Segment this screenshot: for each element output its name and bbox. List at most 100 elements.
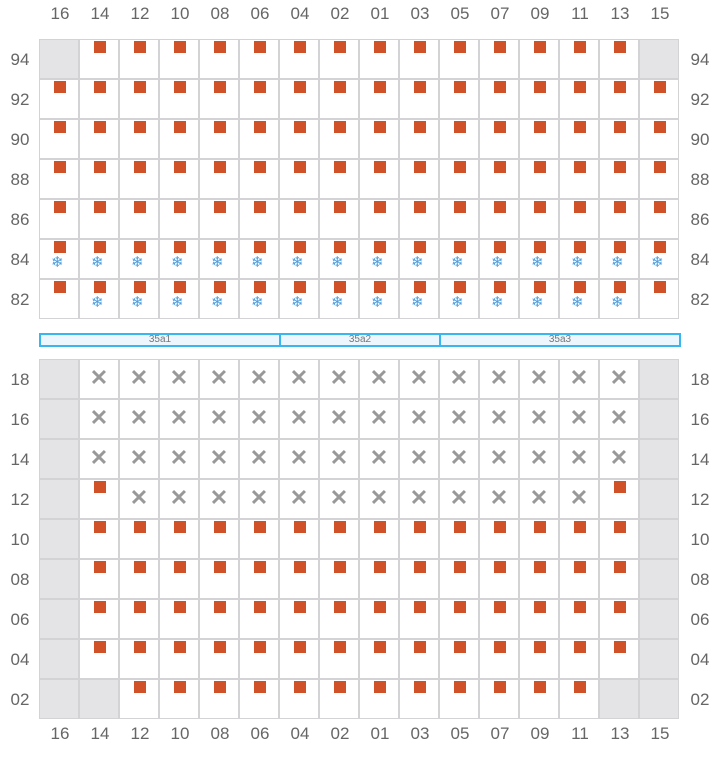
slot-cell[interactable]: ❄ [200, 240, 238, 278]
slot-cell[interactable] [440, 40, 478, 78]
slot-cell[interactable]: ✕ [560, 480, 598, 518]
slot-cell[interactable] [200, 160, 238, 198]
slot-cell[interactable]: ✕ [240, 440, 278, 478]
slot-cell[interactable]: ❄ [120, 280, 158, 318]
slot-cell[interactable] [120, 120, 158, 158]
slot-cell[interactable]: ✕ [520, 440, 558, 478]
slot-cell[interactable] [600, 40, 638, 78]
slot-cell[interactable] [360, 600, 398, 638]
slot-cell[interactable] [480, 160, 518, 198]
slot-cell[interactable] [120, 680, 158, 718]
slot-cell[interactable]: ❄ [160, 240, 198, 278]
slot-cell[interactable]: ❄ [280, 240, 318, 278]
slot-cell[interactable] [640, 280, 678, 318]
slot-cell[interactable] [600, 80, 638, 118]
slot-cell[interactable] [80, 560, 118, 598]
slot-cell[interactable]: ❄ [480, 280, 518, 318]
slot-cell[interactable] [440, 640, 478, 678]
slot-cell[interactable]: ✕ [400, 480, 438, 518]
slot-cell[interactable] [160, 200, 198, 238]
slot-cell[interactable] [80, 480, 118, 518]
slot-cell[interactable]: ❄ [440, 280, 478, 318]
slot-cell[interactable]: ✕ [440, 480, 478, 518]
slot-cell[interactable]: ✕ [600, 360, 638, 398]
slot-cell[interactable] [520, 640, 558, 678]
slot-cell[interactable]: ✕ [240, 400, 278, 438]
slot-cell[interactable]: ❄ [240, 240, 278, 278]
slot-cell[interactable]: ❄ [600, 240, 638, 278]
slot-cell[interactable] [80, 120, 118, 158]
slot-cell[interactable] [240, 600, 278, 638]
slot-cell[interactable]: ❄ [320, 240, 358, 278]
slot-cell[interactable]: ✕ [160, 400, 198, 438]
slot-cell[interactable] [320, 640, 358, 678]
slot-cell[interactable]: ✕ [560, 400, 598, 438]
slot-cell[interactable]: ❄ [240, 280, 278, 318]
slot-cell[interactable] [520, 520, 558, 558]
slot-cell[interactable]: ✕ [280, 480, 318, 518]
slot-cell[interactable] [240, 560, 278, 598]
slot-cell[interactable] [520, 80, 558, 118]
slot-cell[interactable] [320, 160, 358, 198]
slot-cell[interactable] [440, 120, 478, 158]
slot-cell[interactable] [200, 560, 238, 598]
slot-cell[interactable]: ❄ [400, 280, 438, 318]
slot-cell[interactable] [480, 680, 518, 718]
slot-cell[interactable] [360, 160, 398, 198]
slot-cell[interactable]: ✕ [80, 400, 118, 438]
slot-cell[interactable]: ✕ [280, 360, 318, 398]
slot-cell[interactable]: ❄ [560, 240, 598, 278]
slot-cell[interactable] [280, 520, 318, 558]
slot-cell[interactable]: ✕ [320, 480, 358, 518]
slot-cell[interactable] [80, 160, 118, 198]
slot-cell[interactable] [240, 520, 278, 558]
slot-cell[interactable]: ✕ [400, 400, 438, 438]
slot-cell[interactable] [600, 160, 638, 198]
slot-cell[interactable]: ✕ [80, 440, 118, 478]
slot-cell[interactable]: ❄ [360, 240, 398, 278]
slot-cell[interactable]: ✕ [120, 400, 158, 438]
slot-cell[interactable] [80, 520, 118, 558]
slot-cell[interactable] [440, 200, 478, 238]
slot-cell[interactable] [480, 520, 518, 558]
slot-cell[interactable]: ❄ [440, 240, 478, 278]
slot-cell[interactable] [400, 520, 438, 558]
slot-cell[interactable] [560, 600, 598, 638]
slot-cell[interactable] [520, 200, 558, 238]
slot-cell[interactable] [280, 80, 318, 118]
slot-cell[interactable] [200, 600, 238, 638]
slot-cell[interactable] [400, 80, 438, 118]
slot-cell[interactable] [160, 80, 198, 118]
slot-cell[interactable] [240, 640, 278, 678]
slot-cell[interactable]: ✕ [320, 360, 358, 398]
slot-cell[interactable]: ✕ [440, 360, 478, 398]
section-bar[interactable]: 35a1 [39, 333, 281, 347]
slot-cell[interactable]: ❄ [80, 280, 118, 318]
slot-cell[interactable]: ✕ [80, 360, 118, 398]
slot-cell[interactable]: ✕ [480, 480, 518, 518]
slot-cell[interactable]: ✕ [200, 440, 238, 478]
slot-cell[interactable]: ✕ [560, 360, 598, 398]
slot-cell[interactable] [320, 80, 358, 118]
slot-cell[interactable] [600, 200, 638, 238]
slot-cell[interactable] [240, 80, 278, 118]
section-bar[interactable]: 35a2 [279, 333, 441, 347]
slot-cell[interactable] [480, 640, 518, 678]
slot-cell[interactable] [120, 520, 158, 558]
slot-cell[interactable] [160, 160, 198, 198]
slot-cell[interactable] [120, 80, 158, 118]
slot-cell[interactable] [560, 120, 598, 158]
slot-cell[interactable] [80, 600, 118, 638]
slot-cell[interactable] [360, 640, 398, 678]
slot-cell[interactable] [80, 40, 118, 78]
slot-cell[interactable] [360, 80, 398, 118]
slot-cell[interactable]: ❄ [400, 240, 438, 278]
slot-cell[interactable] [160, 560, 198, 598]
slot-cell[interactable] [120, 640, 158, 678]
slot-cell[interactable]: ❄ [160, 280, 198, 318]
slot-cell[interactable]: ❄ [120, 240, 158, 278]
slot-cell[interactable] [480, 40, 518, 78]
slot-cell[interactable] [520, 680, 558, 718]
slot-cell[interactable] [560, 640, 598, 678]
slot-cell[interactable]: ✕ [440, 400, 478, 438]
